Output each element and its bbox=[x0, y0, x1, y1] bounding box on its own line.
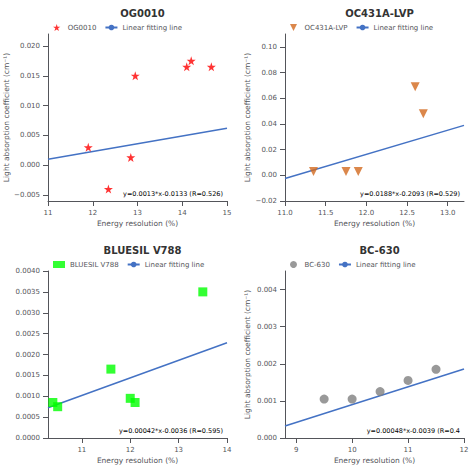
svg-text:0.0035: 0.0035 bbox=[16, 288, 41, 296]
svg-text:11: 11 bbox=[404, 446, 413, 454]
svg-text:12: 12 bbox=[460, 446, 469, 454]
svg-text:0.001: 0.001 bbox=[257, 397, 277, 405]
svg-text:0.00: 0.00 bbox=[261, 171, 277, 179]
svg-text:12.0: 12.0 bbox=[359, 209, 375, 217]
svg-text:0.020: 0.020 bbox=[20, 42, 40, 50]
svg-text:Linear fitting line: Linear fitting line bbox=[374, 24, 434, 32]
svg-text:11: 11 bbox=[44, 209, 53, 217]
svg-text:OC431A-LVP: OC431A-LVP bbox=[305, 24, 348, 32]
svg-text:−0.02: −0.02 bbox=[256, 197, 277, 205]
svg-text:14: 14 bbox=[223, 446, 232, 454]
svg-text:Light absorption coefficient (: Light absorption coefficient (cm⁻¹) bbox=[243, 290, 252, 419]
svg-text:y=0.00042*x-0.0036 (R=0.595): y=0.00042*x-0.0036 (R=0.595) bbox=[119, 427, 223, 435]
svg-text:0.0015: 0.0015 bbox=[16, 371, 41, 379]
svg-text:OG0010: OG0010 bbox=[120, 8, 165, 19]
svg-text:OG0010: OG0010 bbox=[68, 24, 97, 32]
svg-text:12: 12 bbox=[126, 446, 135, 454]
svg-text:0.005: 0.005 bbox=[20, 131, 40, 139]
svg-text:OC431A-LVP: OC431A-LVP bbox=[345, 8, 414, 19]
svg-text:Light absorption coefficient (: Light absorption coefficient (cm⁻¹) bbox=[2, 53, 11, 182]
svg-text:14: 14 bbox=[178, 209, 187, 217]
svg-text:−0.005: −0.005 bbox=[14, 191, 40, 199]
svg-text:0.08: 0.08 bbox=[261, 69, 277, 77]
svg-text:9: 9 bbox=[294, 446, 298, 454]
svg-text:0.004: 0.004 bbox=[257, 286, 278, 294]
svg-text:0.0025: 0.0025 bbox=[16, 330, 41, 338]
svg-text:0.0010: 0.0010 bbox=[16, 392, 41, 400]
svg-text:0.015: 0.015 bbox=[20, 72, 40, 80]
svg-text:0.10: 0.10 bbox=[261, 43, 277, 51]
svg-text:0.0000: 0.0000 bbox=[16, 434, 41, 442]
svg-text:Light absorption coefficient (: Light absorption coefficient (cm⁻¹) bbox=[243, 53, 252, 182]
svg-text:11.0: 11.0 bbox=[277, 209, 293, 217]
svg-text:15: 15 bbox=[223, 209, 232, 217]
svg-text:y=0.00048*x-0.0039 (R=0.4: y=0.00048*x-0.0039 (R=0.4 bbox=[367, 427, 460, 435]
svg-text:0.010: 0.010 bbox=[20, 102, 40, 110]
svg-text:0.02: 0.02 bbox=[261, 146, 277, 154]
svg-text:0.000: 0.000 bbox=[257, 434, 277, 442]
svg-text:0.0040: 0.0040 bbox=[16, 267, 41, 275]
svg-text:Energy resolution (%): Energy resolution (%) bbox=[334, 219, 415, 228]
svg-text:Energy resolution (%): Energy resolution (%) bbox=[334, 456, 415, 465]
svg-text:BLUESIL V788: BLUESIL V788 bbox=[70, 261, 119, 269]
svg-text:Energy resolution (%): Energy resolution (%) bbox=[97, 456, 178, 465]
svg-text:12: 12 bbox=[88, 209, 97, 217]
svg-text:13: 13 bbox=[174, 446, 183, 454]
svg-text:0.0030: 0.0030 bbox=[16, 309, 41, 317]
svg-text:11: 11 bbox=[77, 446, 86, 454]
svg-text:BLUESIL V788: BLUESIL V788 bbox=[104, 245, 182, 256]
svg-text:Linear fitting line: Linear fitting line bbox=[145, 261, 205, 269]
svg-text:0.003: 0.003 bbox=[257, 323, 277, 331]
svg-text:0.06: 0.06 bbox=[261, 94, 277, 102]
svg-text:10: 10 bbox=[348, 446, 357, 454]
svg-text:Linear fitting line: Linear fitting line bbox=[356, 261, 416, 269]
svg-text:12.5: 12.5 bbox=[399, 209, 415, 217]
svg-text:0.000: 0.000 bbox=[20, 161, 40, 169]
svg-text:0.0005: 0.0005 bbox=[16, 413, 41, 421]
svg-text:Linear fitting line: Linear fitting line bbox=[122, 24, 182, 32]
svg-text:13: 13 bbox=[133, 209, 142, 217]
svg-text:11.5: 11.5 bbox=[318, 209, 334, 217]
svg-text:BC-630: BC-630 bbox=[359, 245, 399, 256]
svg-text:BC-630: BC-630 bbox=[305, 261, 330, 269]
svg-text:0.0020: 0.0020 bbox=[16, 351, 41, 359]
svg-text:0.002: 0.002 bbox=[257, 360, 277, 368]
svg-text:0.04: 0.04 bbox=[261, 120, 277, 128]
svg-text:y=0.0013*x-0.0133 (R=0.526): y=0.0013*x-0.0133 (R=0.526) bbox=[123, 190, 223, 198]
svg-text:13.0: 13.0 bbox=[440, 209, 456, 217]
svg-text:Energy resolution (%): Energy resolution (%) bbox=[97, 219, 178, 228]
svg-text:y=0.0188*x-0.2093 (R=0.529): y=0.0188*x-0.2093 (R=0.529) bbox=[360, 190, 460, 198]
